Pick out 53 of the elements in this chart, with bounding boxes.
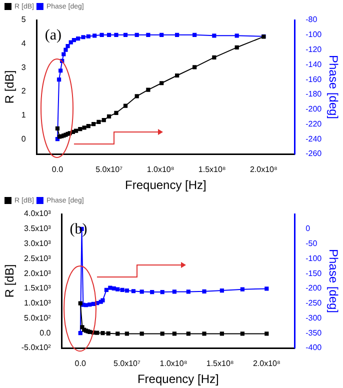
- y-tick-label: 5: [21, 15, 26, 24]
- y-tick-label: 0.0: [40, 328, 52, 338]
- y2-tick-label: -160: [306, 74, 322, 84]
- y-tick-label: -5.0x10²: [21, 343, 52, 352]
- y2-tick-label: -50: [306, 238, 318, 248]
- y2-tick-label: -80: [306, 15, 318, 24]
- x-tick-label: 1.5x10⁸: [198, 165, 226, 174]
- y2-axis-title: Phase [deg]: [326, 248, 340, 314]
- y-tick-label: 1.5x10³: [24, 284, 52, 293]
- x-tick-label: 5.0x10⁷: [113, 359, 140, 368]
- y2-tick-label: -400: [306, 343, 322, 352]
- y-tick-label: 3.0x10³: [24, 238, 52, 248]
- x-tick-label: 0.0: [52, 165, 64, 174]
- y2-tick-label: -120: [306, 44, 322, 54]
- y2-tick-label: -200: [306, 104, 322, 114]
- y2-tick-label: -260: [306, 149, 322, 158]
- y-axis-title: R [dB]: [2, 264, 17, 298]
- y2-tick-label: -180: [306, 90, 322, 99]
- annotation: (b): [70, 221, 88, 238]
- y-tick-label: 1: [21, 110, 26, 120]
- y2-tick-label: -100: [306, 254, 322, 263]
- y-tick-label: 4: [21, 39, 26, 48]
- y2-tick-label: -200: [306, 284, 322, 293]
- x-tick-label: 1.0x10⁸: [160, 359, 188, 368]
- y-tick-label: 1.0x10³: [24, 298, 52, 308]
- y-tick-label: 3.5x10³: [24, 224, 52, 234]
- x-tick-label: 5.0x10⁷: [96, 165, 123, 174]
- y-tick-label: 2.0x10³: [24, 268, 52, 278]
- x-tick-label: 1.5x10⁸: [206, 359, 234, 368]
- x-tick-label: 1.0x10⁸: [146, 165, 174, 174]
- y2-tick-label: 0: [306, 224, 311, 234]
- y2-tick-label: -220: [306, 119, 322, 128]
- y-tick-label: 5.0x10²: [24, 313, 52, 322]
- y2-tick-label: -240: [306, 134, 322, 144]
- y2-tick-label: -250: [306, 298, 322, 308]
- x-tick-label: 2.0x10⁸: [252, 359, 280, 368]
- y2-tick-label: -100: [306, 30, 322, 40]
- x-axis-title: Frequency [Hz]: [125, 178, 206, 192]
- x-tick-label: 2.0x10⁸: [250, 165, 278, 174]
- annotation: (a): [44, 27, 62, 44]
- x-axis-title: Frequency [Hz]: [137, 372, 219, 386]
- y-tick-label: 2.5x10³: [24, 254, 52, 263]
- x-tick-label: 0.0: [74, 359, 86, 368]
- y-tick-label: 2: [21, 86, 26, 96]
- y-axis-title: R [dB]: [2, 70, 17, 104]
- y2-tick-label: -300: [306, 313, 322, 322]
- y2-axis-title: Phase [deg]: [326, 54, 340, 120]
- y-tick-label: 0: [21, 134, 26, 144]
- y2-tick-label: -140: [306, 60, 322, 69]
- y-tick-label: 3: [21, 62, 26, 72]
- y2-tick-label: -150: [306, 268, 322, 278]
- y2-tick-label: -350: [306, 328, 322, 338]
- y-tick-label: 4.0x10³: [24, 209, 52, 218]
